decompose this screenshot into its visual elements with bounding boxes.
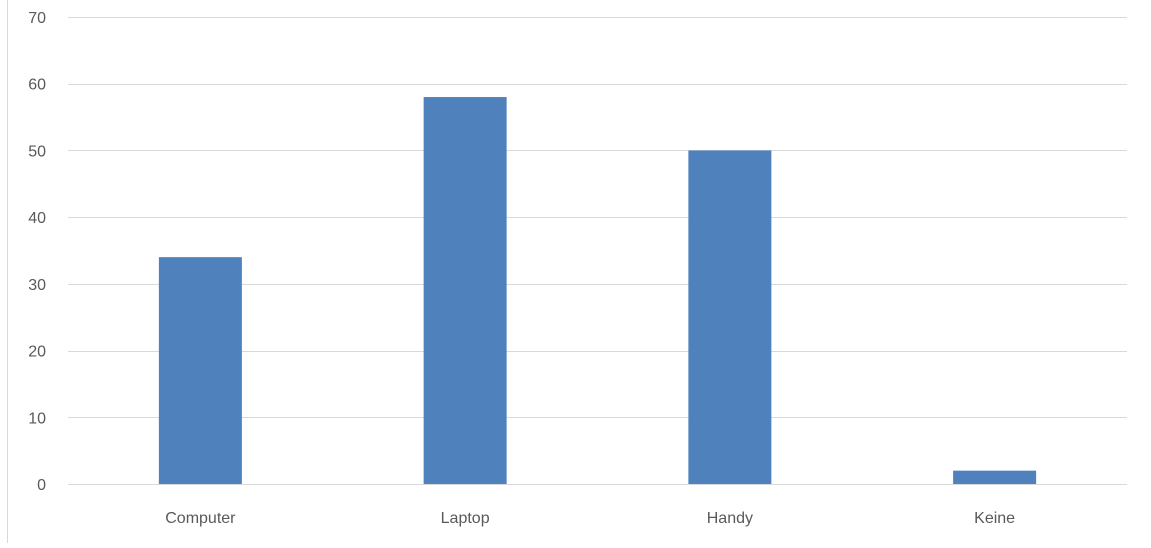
bar-laptop: [423, 97, 507, 485]
y-tick-label-10: 10: [28, 410, 46, 427]
y-tick-label-0: 0: [37, 477, 46, 494]
gridlines: [68, 17, 1127, 485]
x-tick-label-handy: Handy: [707, 510, 753, 527]
x-tick-label-laptop: Laptop: [441, 510, 490, 527]
y-tick-label-60: 60: [28, 77, 46, 94]
bar-computer: [158, 257, 242, 484]
y-axis-tick-labels: 0 10 20 30 40 50 60 70: [28, 10, 46, 494]
y-tick-label-70: 70: [28, 10, 46, 27]
x-axis-tick-labels: Computer Laptop Handy Keine: [165, 510, 1015, 527]
y-tick-label-40: 40: [28, 210, 46, 227]
bar-handy: [688, 150, 772, 484]
bar-keine: [953, 470, 1037, 484]
bars: [158, 97, 1037, 485]
x-tick-label-keine: Keine: [974, 510, 1015, 527]
x-tick-label-computer: Computer: [165, 510, 236, 527]
y-tick-label-50: 50: [28, 143, 46, 160]
left-frame-line: [7, 0, 8, 543]
y-tick-label-20: 20: [28, 344, 46, 361]
y-tick-label-30: 30: [28, 277, 46, 294]
